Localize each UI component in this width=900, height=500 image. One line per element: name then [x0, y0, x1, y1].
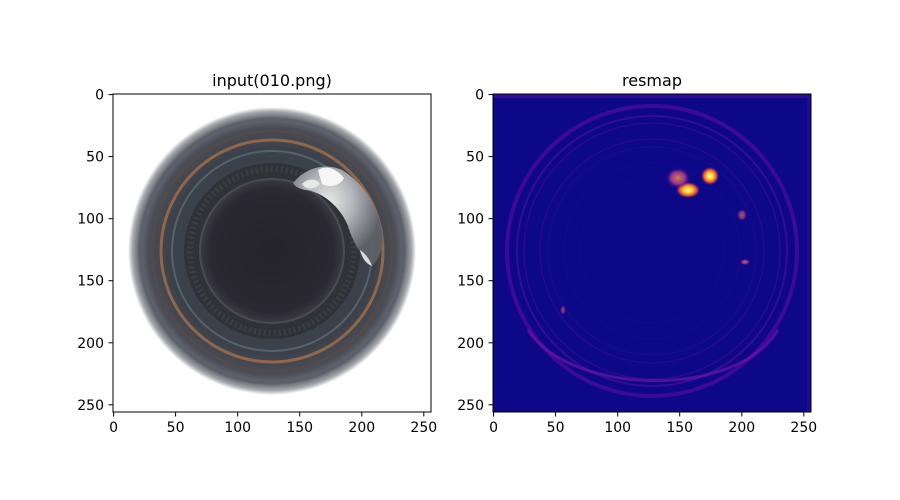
input-y-tick-label: 50: [86, 150, 104, 166]
resmap-y-tick-label: 50: [466, 150, 484, 166]
input-y-tick-label: 100: [77, 212, 104, 228]
input-x-axis: 0 50 100 150 200 250: [109, 412, 437, 436]
resmap-x-tick-label: 0: [489, 420, 498, 436]
resmap-y-axis: 0 50 100 150 200 250: [457, 88, 493, 414]
resmap-x-tick-label: 100: [604, 420, 631, 436]
resmap-heatmap: [493, 94, 811, 412]
input-x-tick-label: 150: [286, 420, 313, 436]
resmap-y-tick-label: 150: [457, 274, 484, 290]
resmap-x-tick-label: 50: [547, 420, 565, 436]
resmap-x-axis: 0 50 100 150 200 250: [489, 412, 817, 436]
input-x-tick-label: 200: [348, 420, 375, 436]
input-y-tick-label: 250: [77, 398, 104, 414]
resmap-y-tick-label: 0: [475, 88, 484, 104]
resmap-y-tick-label: 200: [457, 336, 484, 352]
input-x-tick-label: 100: [224, 420, 251, 436]
input-y-tick-label: 0: [95, 88, 104, 104]
input-panel: input(010.png): [77, 71, 437, 436]
input-panel-title: input(010.png): [212, 71, 332, 90]
resmap-x-tick-label: 150: [666, 420, 693, 436]
input-x-tick-label: 50: [167, 420, 185, 436]
resmap-y-tick-label: 250: [457, 398, 484, 414]
resmap-panel-title: resmap: [622, 71, 682, 90]
resmap-panel: resmap: [457, 71, 817, 436]
resmap-x-tick-label: 200: [728, 420, 755, 436]
resmap-y-tick-label: 100: [457, 212, 484, 228]
input-x-tick-label: 0: [109, 420, 118, 436]
input-y-tick-label: 200: [77, 336, 104, 352]
input-y-tick-label: 150: [77, 274, 104, 290]
input-photo: [113, 94, 431, 412]
input-x-tick-label: 250: [410, 420, 437, 436]
input-y-axis: 0 50 100 150 200 250: [77, 88, 113, 414]
resmap-x-tick-label: 250: [790, 420, 817, 436]
